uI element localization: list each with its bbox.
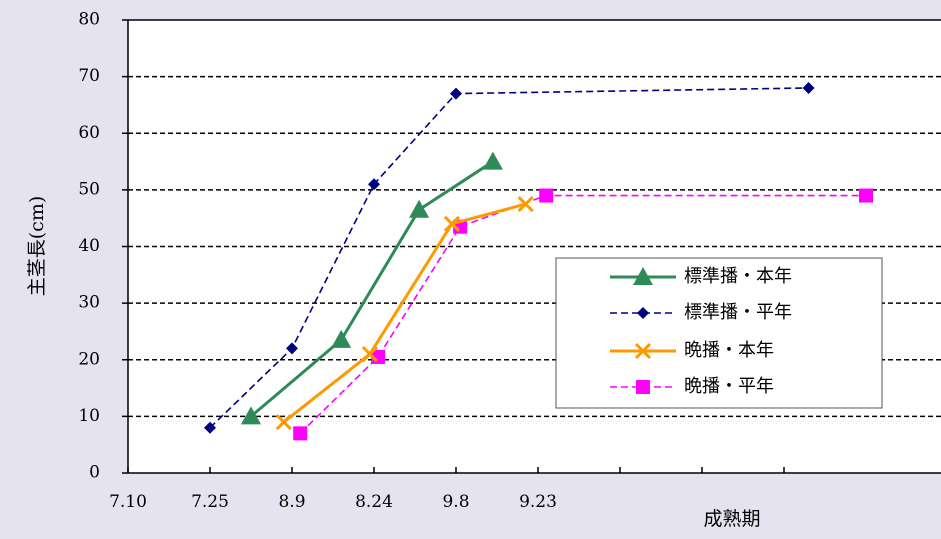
marker-square [293,426,308,441]
y-tick-label: 10 [78,406,100,426]
marker-diamond [368,178,380,191]
marker-triangle [482,151,503,170]
y-tick-label: 30 [78,293,100,313]
x-tick-label: 9.23 [519,492,557,512]
series-3 [275,195,534,431]
y-tick-label: 80 [78,10,100,30]
legend-label: 晩播・平年 [684,376,774,397]
marker-x-stroke [517,195,534,213]
marker-triangle [241,406,261,425]
x-tick-label: 7.25 [191,492,229,512]
y-ticks: 0 10 20 30 40 50 60 70 80 [78,10,128,483]
marker-x-stroke [361,346,378,363]
series-1 [241,151,503,425]
marker-diamond [637,307,649,319]
y-tick-label: 20 [78,349,100,369]
y-tick-label: 0 [89,463,100,483]
x-tick-label: 9.8 [442,492,469,512]
x-tick-label: 7.10 [109,492,147,512]
y-tick-label: 50 [78,179,100,199]
marker-x [517,195,534,213]
x-ticks: 7.10 7.25 8.9 8.24 9.8 9.23 成熟期 [109,467,785,530]
marker-square [636,380,650,394]
y-axis-title: 主茎長(cm) [26,196,48,296]
marker-x-stroke [634,342,652,360]
x-tick-label: 8.9 [278,492,305,512]
y-tick-label: 40 [78,236,100,256]
series-line [282,202,527,424]
legend-box [555,257,883,409]
series-4 [293,188,873,441]
marker-triangle [331,329,352,348]
series-2 [204,81,815,434]
series-line [299,194,866,434]
x-tick-label: 8.24 [355,492,393,512]
marker-diamond [286,342,298,355]
y-tick-label: 70 [78,66,100,86]
legend-label: 晩播・本年 [684,340,774,361]
marker-square [539,188,554,203]
marker-x-stroke [443,215,460,232]
marker-triangle [409,199,430,218]
series-layer [204,81,873,441]
marker-x [634,342,652,360]
marker-x [275,413,292,431]
marker-triangle [633,267,653,285]
series-line [250,160,494,418]
marker-x-stroke [275,413,292,431]
marker-square [859,188,873,203]
y-tick-label: 60 [78,123,100,143]
marker-diamond [802,81,815,94]
legend-label: 標準播・平年 [684,302,792,323]
legend-label: 標準播・本年 [684,266,792,287]
marker-diamond [204,421,216,434]
marker-x [361,346,378,363]
marker-x [443,215,460,232]
x-axis-title: 成熟期 [703,508,760,530]
marker-diamond [450,87,462,100]
